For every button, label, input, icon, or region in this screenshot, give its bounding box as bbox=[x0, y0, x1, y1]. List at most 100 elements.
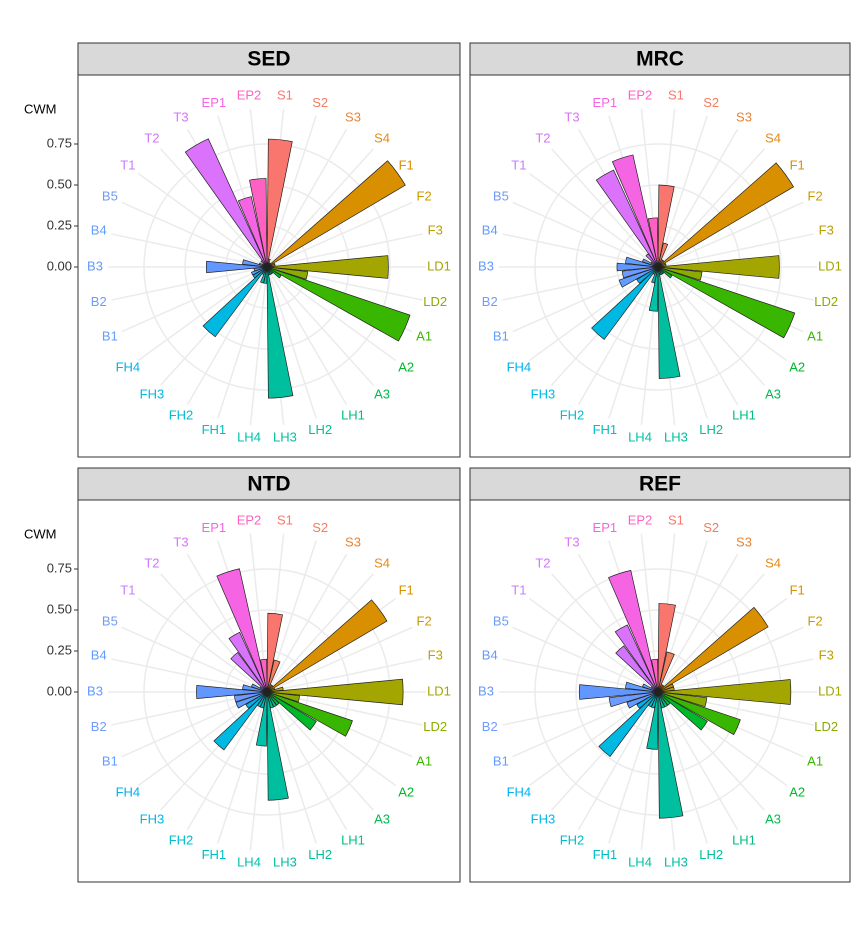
y-tick-label: 0.50 bbox=[47, 176, 72, 191]
category-label: A2 bbox=[398, 360, 414, 375]
bar bbox=[636, 691, 659, 709]
category-label: T1 bbox=[120, 582, 135, 597]
bar bbox=[266, 599, 388, 693]
bar bbox=[616, 262, 659, 272]
category-label: LH3 bbox=[273, 854, 297, 869]
category-label: EP1 bbox=[202, 95, 227, 110]
bar bbox=[657, 266, 703, 281]
bar bbox=[216, 568, 268, 693]
bar bbox=[245, 691, 268, 709]
bar bbox=[266, 678, 404, 706]
category-label: B5 bbox=[493, 188, 509, 203]
spoke bbox=[266, 266, 397, 362]
spoke bbox=[266, 128, 348, 268]
bar bbox=[615, 645, 659, 693]
category-label: F2 bbox=[808, 188, 823, 203]
category-label: B3 bbox=[87, 683, 103, 698]
spoke bbox=[111, 658, 268, 693]
category-label: FH1 bbox=[202, 847, 227, 862]
y-axis-label: CWM bbox=[24, 526, 57, 541]
category-label: B1 bbox=[493, 328, 509, 343]
category-label: EP2 bbox=[237, 512, 262, 527]
spoke bbox=[577, 691, 659, 831]
spoke bbox=[657, 115, 708, 268]
category-label: B4 bbox=[482, 223, 498, 238]
strip bbox=[77, 42, 461, 76]
category-label: F3 bbox=[428, 648, 443, 663]
category-label: B5 bbox=[493, 613, 509, 628]
category-label: EP1 bbox=[593, 520, 618, 535]
bar bbox=[657, 651, 675, 693]
spoke bbox=[528, 172, 659, 268]
category-label: A2 bbox=[789, 360, 805, 375]
spoke bbox=[657, 128, 739, 268]
category-label: FH3 bbox=[140, 386, 165, 401]
category-label: S3 bbox=[736, 534, 752, 549]
spoke bbox=[657, 148, 766, 268]
panel-title: NTD bbox=[247, 473, 290, 496]
spoke bbox=[528, 691, 659, 787]
category-label: LH2 bbox=[308, 847, 332, 862]
category-label: S3 bbox=[345, 534, 361, 549]
bar bbox=[266, 691, 317, 731]
category-label: FH1 bbox=[202, 422, 227, 437]
bar bbox=[234, 691, 268, 703]
bar bbox=[657, 266, 673, 279]
category-label: LH1 bbox=[732, 832, 756, 847]
panel: MRC S1 S2 S3 S4 F1 F2 F3 LD1 LD2 A1 A2 A3 LH1 LH2 LH3 LH… bbox=[469, 42, 851, 458]
category-label: FH4 bbox=[507, 785, 532, 800]
bar bbox=[237, 196, 268, 268]
category-label: LH4 bbox=[628, 854, 652, 869]
category-label: EP2 bbox=[628, 87, 653, 102]
category-label: FH2 bbox=[560, 832, 585, 847]
category-label: T3 bbox=[173, 109, 188, 124]
category-label: LH2 bbox=[699, 422, 723, 437]
category-label: LD2 bbox=[423, 719, 447, 734]
category-label: T2 bbox=[535, 556, 550, 571]
category-label: LH1 bbox=[732, 407, 756, 422]
bar bbox=[266, 691, 289, 801]
category-label: EP2 bbox=[237, 87, 262, 102]
category-label: T1 bbox=[120, 157, 135, 172]
spoke bbox=[577, 266, 659, 406]
spoke bbox=[266, 266, 317, 419]
y-tick-label: 0.75 bbox=[47, 135, 72, 150]
bar bbox=[266, 138, 293, 268]
category-label: FH3 bbox=[531, 811, 556, 826]
spoke bbox=[121, 266, 268, 333]
panel-title: SED bbox=[247, 48, 290, 71]
spoke bbox=[111, 266, 268, 301]
bar bbox=[260, 658, 268, 693]
category-label: LH2 bbox=[699, 847, 723, 862]
category-label: A3 bbox=[765, 386, 781, 401]
category-label: T1 bbox=[511, 157, 526, 172]
y-tick-label: 0.75 bbox=[47, 560, 72, 575]
category-label: S4 bbox=[765, 131, 781, 146]
category-label: LH1 bbox=[341, 407, 365, 422]
category-label: LH1 bbox=[341, 832, 365, 847]
category-label: LH2 bbox=[308, 422, 332, 437]
category-label: S1 bbox=[668, 87, 684, 102]
category-label: B5 bbox=[102, 613, 118, 628]
category-label: EP2 bbox=[628, 512, 653, 527]
bar bbox=[266, 612, 283, 693]
bar bbox=[266, 266, 294, 399]
category-label: S3 bbox=[736, 109, 752, 124]
category-label: T3 bbox=[173, 534, 188, 549]
spoke bbox=[528, 266, 659, 362]
spoke bbox=[550, 148, 659, 268]
category-label: F2 bbox=[417, 613, 432, 628]
y-tick-label: 0.50 bbox=[47, 601, 72, 616]
spoke bbox=[266, 115, 317, 268]
spoke bbox=[266, 266, 375, 386]
bar bbox=[184, 138, 268, 268]
bar bbox=[657, 691, 684, 819]
category-label: T1 bbox=[511, 582, 526, 597]
spoke bbox=[186, 691, 268, 831]
bar bbox=[626, 691, 659, 709]
bar bbox=[621, 266, 659, 279]
bar bbox=[651, 658, 659, 693]
spoke bbox=[186, 266, 268, 406]
category-label: A1 bbox=[807, 328, 823, 343]
